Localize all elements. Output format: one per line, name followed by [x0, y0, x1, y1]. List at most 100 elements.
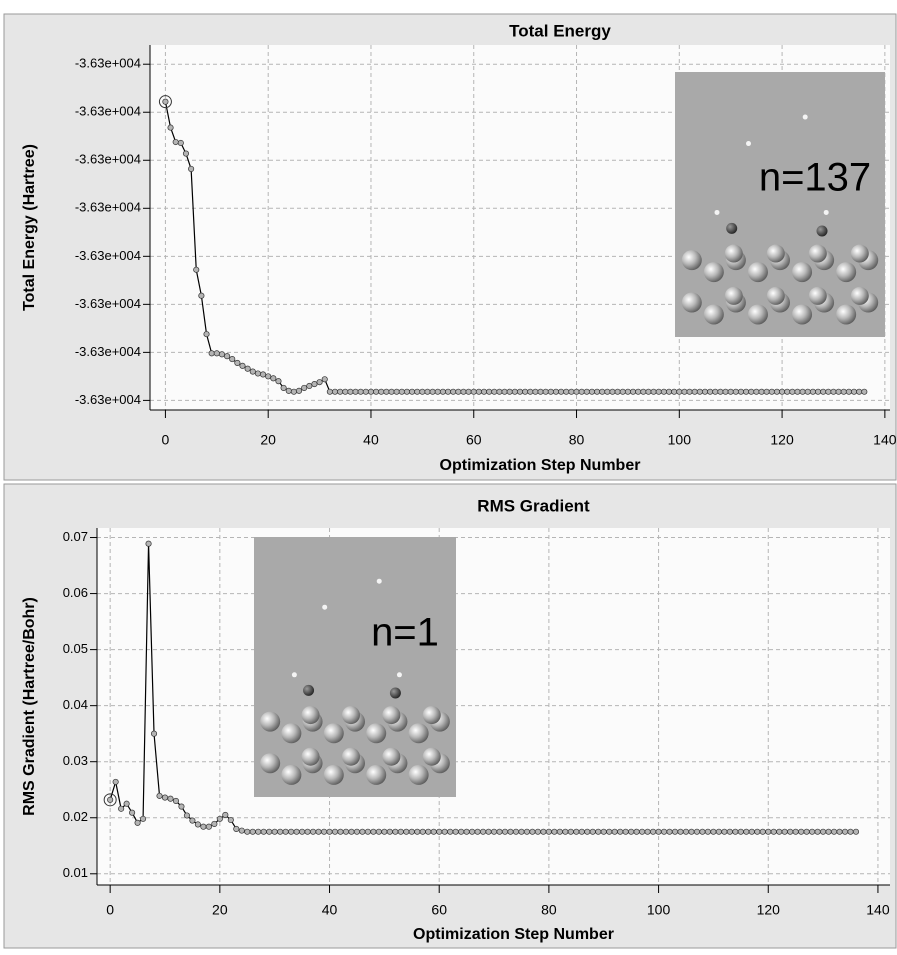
data-point: [244, 365, 251, 372]
data-point: [194, 821, 201, 828]
x-tick-label: 80: [541, 902, 557, 918]
data-point: [743, 388, 750, 395]
data-point: [392, 828, 399, 835]
hydrogen-atom: [823, 209, 829, 215]
data-point: [721, 828, 728, 835]
data-point: [275, 378, 282, 385]
data-point: [383, 388, 390, 395]
data-point: [825, 828, 832, 835]
data-point: [277, 828, 284, 835]
data-point: [167, 795, 174, 802]
surface-atom: [408, 723, 429, 744]
y-tick-label: 0.02: [63, 809, 88, 824]
data-point: [474, 828, 481, 835]
x-tick-label: 60: [431, 902, 447, 918]
data-point: [671, 828, 679, 835]
data-point: [260, 828, 267, 835]
data-point: [229, 356, 236, 363]
data-point: [485, 828, 492, 835]
data-point: [583, 388, 590, 395]
data-point: [331, 828, 339, 835]
x-tick-label: 120: [770, 432, 794, 448]
data-point: [845, 388, 852, 395]
data-point: [759, 828, 766, 835]
data-point: [486, 388, 493, 395]
surface-atom: [836, 304, 857, 325]
data-point: [537, 388, 544, 395]
data-point: [408, 828, 415, 835]
surface-atom: [281, 764, 302, 785]
data-point: [480, 388, 488, 395]
data-point: [445, 388, 452, 395]
data-point: [551, 828, 558, 835]
data-point: [743, 828, 750, 835]
data-point: [434, 388, 441, 395]
data-point: [198, 292, 205, 299]
surface-atom: [323, 764, 344, 785]
data-point: [594, 388, 601, 395]
hydrogen-atom: [291, 672, 297, 678]
data-point: [367, 388, 375, 395]
data-point: [604, 388, 611, 395]
data-point: [748, 828, 755, 835]
data-point: [617, 828, 624, 835]
data-point: [779, 388, 786, 395]
data-point: [310, 828, 317, 835]
data-point: [414, 388, 421, 395]
data-point: [650, 388, 657, 395]
chart-title: Total Energy: [509, 21, 611, 40]
data-point: [547, 388, 554, 395]
data-point: [362, 388, 369, 395]
data-point: [469, 828, 476, 835]
data-point: [835, 388, 842, 395]
data-point: [233, 825, 240, 833]
surface-atom: [341, 747, 360, 766]
data-point: [337, 388, 344, 395]
data-point: [450, 388, 457, 395]
data-point: [182, 150, 190, 157]
data-point: [193, 266, 200, 273]
data-point: [238, 827, 245, 834]
data-point: [787, 828, 794, 835]
data-point: [799, 388, 806, 395]
surface-atom: [703, 262, 724, 283]
data-point: [496, 828, 503, 835]
data-point: [439, 388, 446, 395]
surface-atom: [766, 244, 785, 263]
data-point: [216, 815, 223, 822]
data-point: [773, 388, 780, 395]
data-point: [737, 828, 744, 835]
data-point: [556, 828, 563, 835]
x-tick-label: 140: [866, 902, 890, 918]
data-point: [265, 373, 272, 380]
data-point: [429, 388, 436, 395]
y-axis-title: RMS Gradient (Hartree/Bohr): [21, 597, 38, 816]
surface-atom: [850, 244, 869, 263]
data-point: [364, 828, 371, 835]
data-point: [254, 370, 261, 377]
data-point: [475, 388, 482, 395]
data-point: [288, 828, 295, 835]
data-point: [836, 828, 843, 835]
data-point: [249, 828, 256, 835]
data-point: [397, 828, 404, 835]
data-point: [320, 828, 328, 835]
data-point: [644, 828, 651, 835]
surface-atom: [747, 304, 768, 325]
data-point: [359, 828, 366, 835]
data-point: [532, 388, 539, 395]
hydrogen-atom: [802, 114, 808, 120]
data-point: [452, 828, 459, 835]
data-point: [342, 828, 350, 835]
surface-atom: [808, 286, 827, 305]
x-tick-label: 100: [647, 902, 671, 918]
data-point: [562, 828, 569, 835]
data-point: [188, 165, 195, 172]
adsorbate-atom: [726, 222, 738, 234]
data-point: [655, 388, 662, 395]
first-point-ring: [103, 793, 117, 807]
data-point: [311, 381, 318, 388]
data-point: [715, 828, 722, 835]
surface-atom: [366, 723, 387, 744]
data-point: [203, 331, 210, 338]
